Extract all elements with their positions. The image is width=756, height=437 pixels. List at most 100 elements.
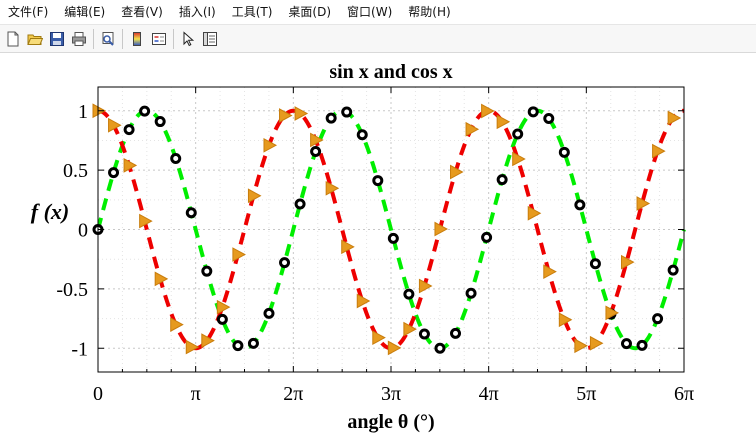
cos-sample-marker [263,137,278,153]
sin-sample-marker [636,339,648,351]
cos-sample-marker [403,321,417,337]
sin-curve [96,108,686,351]
sin-sample-marker [123,124,135,136]
menu-tools[interactable]: 工具(T) [231,5,273,19]
sin-sample-marker [667,264,679,276]
cos-sample-marker [652,143,666,159]
cos-sample-marker [667,110,682,126]
cos-sample-marker [620,254,635,270]
menu-help[interactable]: 帮助(H) [408,5,451,19]
cos-sample-marker [605,305,620,321]
x-tick-label: 4π [479,383,499,405]
cos-sample-marker [170,317,184,332]
cos-sample-marker [341,239,355,255]
cos-sample-marker [279,108,293,123]
toolbar [0,25,756,53]
cos-sample-marker [325,180,340,196]
cos-sample-marker [123,158,138,173]
y-tick-label: 1 [78,101,88,123]
x-axis-label: angle θ (°) [347,411,434,433]
x-tick-label: 5π [576,383,596,405]
cos-sample-marker [387,340,402,356]
new-file-icon[interactable] [2,28,24,50]
y-tick-label: -1 [71,338,88,360]
legend-icon[interactable] [148,28,170,50]
sin-sample-marker [341,106,353,118]
cos-sample-marker [527,205,542,221]
cos-sample-marker [574,338,588,354]
sin-sample-marker [185,207,197,219]
sin-sample-marker [279,257,291,269]
figure-canvas: sin x and cos x 1 0.5 0 -0.5 -1 0 π 2π 3π 4π 5π 6π … [0,53,756,433]
sin-sample-marker [403,288,415,300]
menu-bar: 文件(F) 编辑(E) 查看(V) 插入(I) 工具(T) 桌面(D) 窗口(W… [0,0,756,25]
menu-edit[interactable]: 编辑(E) [64,5,106,19]
sin-sample-marker [465,287,477,299]
cos-sample-marker [558,312,573,328]
property-inspector-icon[interactable] [199,28,221,50]
sin-sample-marker [512,128,524,140]
cos-sample-marker [356,293,371,309]
colorbar-icon[interactable] [126,28,148,50]
cos-sample-marker [465,121,480,137]
sin-sample-marker [574,199,586,211]
chart-title: sin x and cos x [329,61,452,83]
cos-sample-marker [108,117,122,133]
cos-sample-marker [372,330,386,346]
menu-file[interactable]: 文件(F) [8,5,49,19]
cos-sample-marker [201,333,215,348]
sin-sample-marker [263,307,275,319]
menu-insert[interactable]: 插入(I) [178,5,216,19]
toolbar-separator [93,28,94,49]
grid [97,87,685,372]
sin-sample-marker [201,265,213,277]
x-tick-label: 6π [674,383,694,405]
sin-sample-marker [543,112,555,124]
cos-sample-marker [636,196,651,211]
menu-desktop[interactable]: 桌面(D) [288,5,332,19]
sin-sample-marker [558,146,570,158]
cos-sample-marker [481,103,495,119]
x-tick-label: 3π [381,383,401,405]
sin-sample-marker [434,342,446,354]
y-axis-label: f (x) [31,199,69,224]
print-preview-icon[interactable] [97,28,119,50]
sin-sample-marker [652,313,664,325]
cos-sample-marker [216,299,231,315]
y-tick-label: -0.5 [56,279,88,301]
x-tick-label: 2π [283,383,303,405]
sin-sample-marker [481,231,493,243]
sin-sample-marker [620,338,632,350]
x-tick-label: π [191,383,201,405]
sin-sample-marker [154,116,166,128]
pointer-arrow-icon[interactable] [177,28,199,50]
sin-sample-marker [589,258,601,270]
sin-sample-marker [450,327,462,339]
sin-sample-marker [294,198,306,210]
cos-sample-marker [232,247,246,262]
cos-sample-marker [418,278,433,294]
cos-sample-marker [294,106,309,121]
sin-sample-marker [139,105,151,117]
sin-sample-marker [372,175,384,187]
sin-sample-marker [387,232,399,244]
sin-sample-marker [216,313,228,325]
sin-sample-marker [310,145,322,157]
cos-sample-marker [185,339,200,355]
sin-sample-marker [496,174,508,186]
sample-markers [92,103,682,356]
sin-sample-marker [232,340,244,352]
cos-sample-marker [496,114,511,130]
open-folder-icon[interactable] [24,28,46,50]
cos-sample-marker [139,213,153,229]
cos-sample-marker [512,151,526,167]
save-icon[interactable] [46,28,68,50]
cos-sample-marker [310,132,324,148]
menu-window[interactable]: 窗口(W) [347,5,393,19]
menu-view[interactable]: 查看(V) [121,5,163,19]
sin-sample-marker [247,337,259,349]
cos-sample-marker [247,188,262,204]
sin-sample-marker [108,167,120,179]
y-tick-label: 0.5 [63,160,88,182]
print-icon[interactable] [68,28,90,50]
